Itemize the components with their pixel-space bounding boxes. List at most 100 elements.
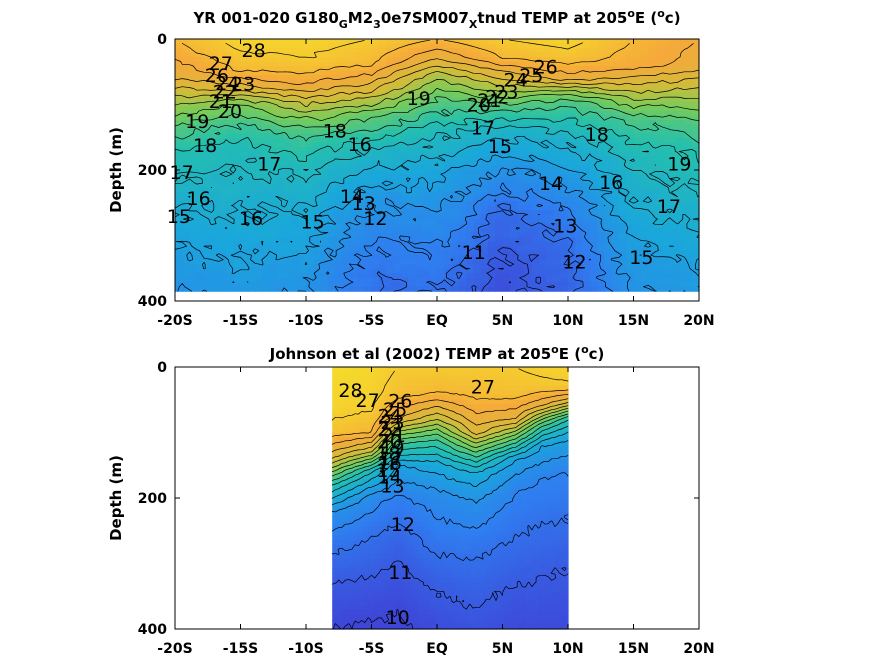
colormap-cell (338, 395, 343, 401)
colormap-cell (371, 205, 380, 211)
colormap-cell (597, 79, 605, 85)
colormap-cell (407, 169, 416, 175)
colormap-cell (400, 201, 409, 207)
colormap-cell (502, 151, 511, 157)
colormap-cell (451, 232, 460, 238)
colormap-cell (545, 385, 549, 391)
contour-line-12 (376, 203, 584, 292)
colormap-cell (575, 124, 584, 130)
colormap-cell (247, 178, 256, 184)
colormap-cell (604, 147, 613, 153)
colormap-cell (518, 395, 523, 401)
colormap-cell (415, 210, 424, 216)
colormap-cell (517, 165, 525, 171)
colormap-cell (255, 133, 263, 139)
colormap-cell (640, 259, 649, 265)
colormap-cell (509, 277, 518, 283)
colormap-cell (351, 367, 356, 373)
colormap-cell (655, 39, 664, 45)
colormap-cell (492, 381, 497, 387)
colormap-cell (291, 106, 300, 112)
colormap-cell (233, 165, 242, 171)
colormap-cell (655, 174, 664, 180)
colormap-cell (597, 264, 605, 270)
colormap-cell (568, 178, 576, 184)
colormap-cell (626, 178, 635, 184)
colormap-cell (524, 277, 533, 283)
colormap-cell (546, 237, 555, 243)
colormap-cell (517, 228, 525, 234)
colormap-cell (509, 183, 518, 189)
colormap-cell (356, 151, 365, 157)
colormap-cell (247, 255, 256, 261)
colormap-cell (538, 43, 547, 49)
colormap-cell (444, 210, 453, 216)
colormap-cell (262, 111, 271, 117)
colormap-cell (640, 75, 649, 81)
colormap-cell (626, 115, 635, 121)
colormap-cell (335, 124, 343, 130)
colormap-cell (407, 255, 416, 261)
colormap-cell (387, 390, 392, 396)
colormap-cell (255, 102, 263, 108)
colormap-cell (604, 84, 613, 90)
colormap-cell (618, 147, 627, 153)
colormap-cell (189, 66, 198, 72)
colormap-cell (342, 413, 346, 420)
colormap-cell (233, 219, 242, 225)
colormap-cell (284, 124, 293, 130)
colormap-cell (422, 79, 431, 85)
colormap-cell (548, 381, 553, 387)
colormap-cell (407, 196, 416, 202)
colormap-cell (450, 409, 454, 415)
colormap-cell (415, 106, 424, 112)
colormap-cell (335, 264, 343, 270)
colormap-cell (429, 48, 438, 54)
colormap-cell (677, 255, 686, 261)
colormap-cell (397, 367, 402, 373)
colormap-cell (196, 273, 205, 279)
colormap-cell (568, 259, 576, 265)
colormap-cell (495, 259, 504, 265)
colormap-cell (662, 219, 671, 225)
colormap-cell (648, 205, 656, 211)
colormap-cell (458, 61, 467, 67)
colormap-cell (218, 111, 227, 117)
colormap-cell (175, 237, 183, 243)
colormap-cell (473, 228, 482, 234)
colormap-cell (480, 219, 489, 225)
colormap-cell (349, 214, 358, 220)
colormap-cell (554, 385, 559, 391)
colormap-cell (487, 205, 496, 211)
colormap-cell (225, 142, 234, 148)
colormap-cell (422, 174, 431, 180)
colormap-cell (495, 66, 504, 72)
colormap-cell (422, 43, 431, 49)
colormap-cell (233, 273, 242, 279)
colormap-cell (291, 52, 300, 58)
colormap-cell (560, 39, 569, 45)
colormap-cell (204, 151, 212, 157)
colormap-cell (560, 246, 569, 252)
colormap-cell (378, 93, 387, 99)
colormap-cell (480, 223, 489, 229)
colormap-cell (384, 399, 389, 406)
colormap-cell (291, 192, 300, 198)
colormap-cell (489, 395, 494, 401)
colormap-cell (371, 142, 380, 148)
colormap-cell (524, 66, 533, 72)
colormap-cell (175, 210, 183, 216)
colormap-cell (662, 97, 671, 103)
colormap-cell (422, 52, 431, 58)
colormap-cell (677, 273, 686, 279)
colormap-cell (276, 102, 285, 108)
colormap-cell (381, 395, 386, 401)
colormap-cell (349, 79, 358, 85)
colormap-cell (196, 210, 205, 216)
contour-label: 22 (213, 81, 237, 103)
colormap-cell (393, 237, 402, 243)
colormap-cell (255, 201, 263, 207)
colormap-cell (327, 115, 336, 121)
colormap-cell (255, 232, 263, 238)
colormap-cell (422, 39, 431, 45)
